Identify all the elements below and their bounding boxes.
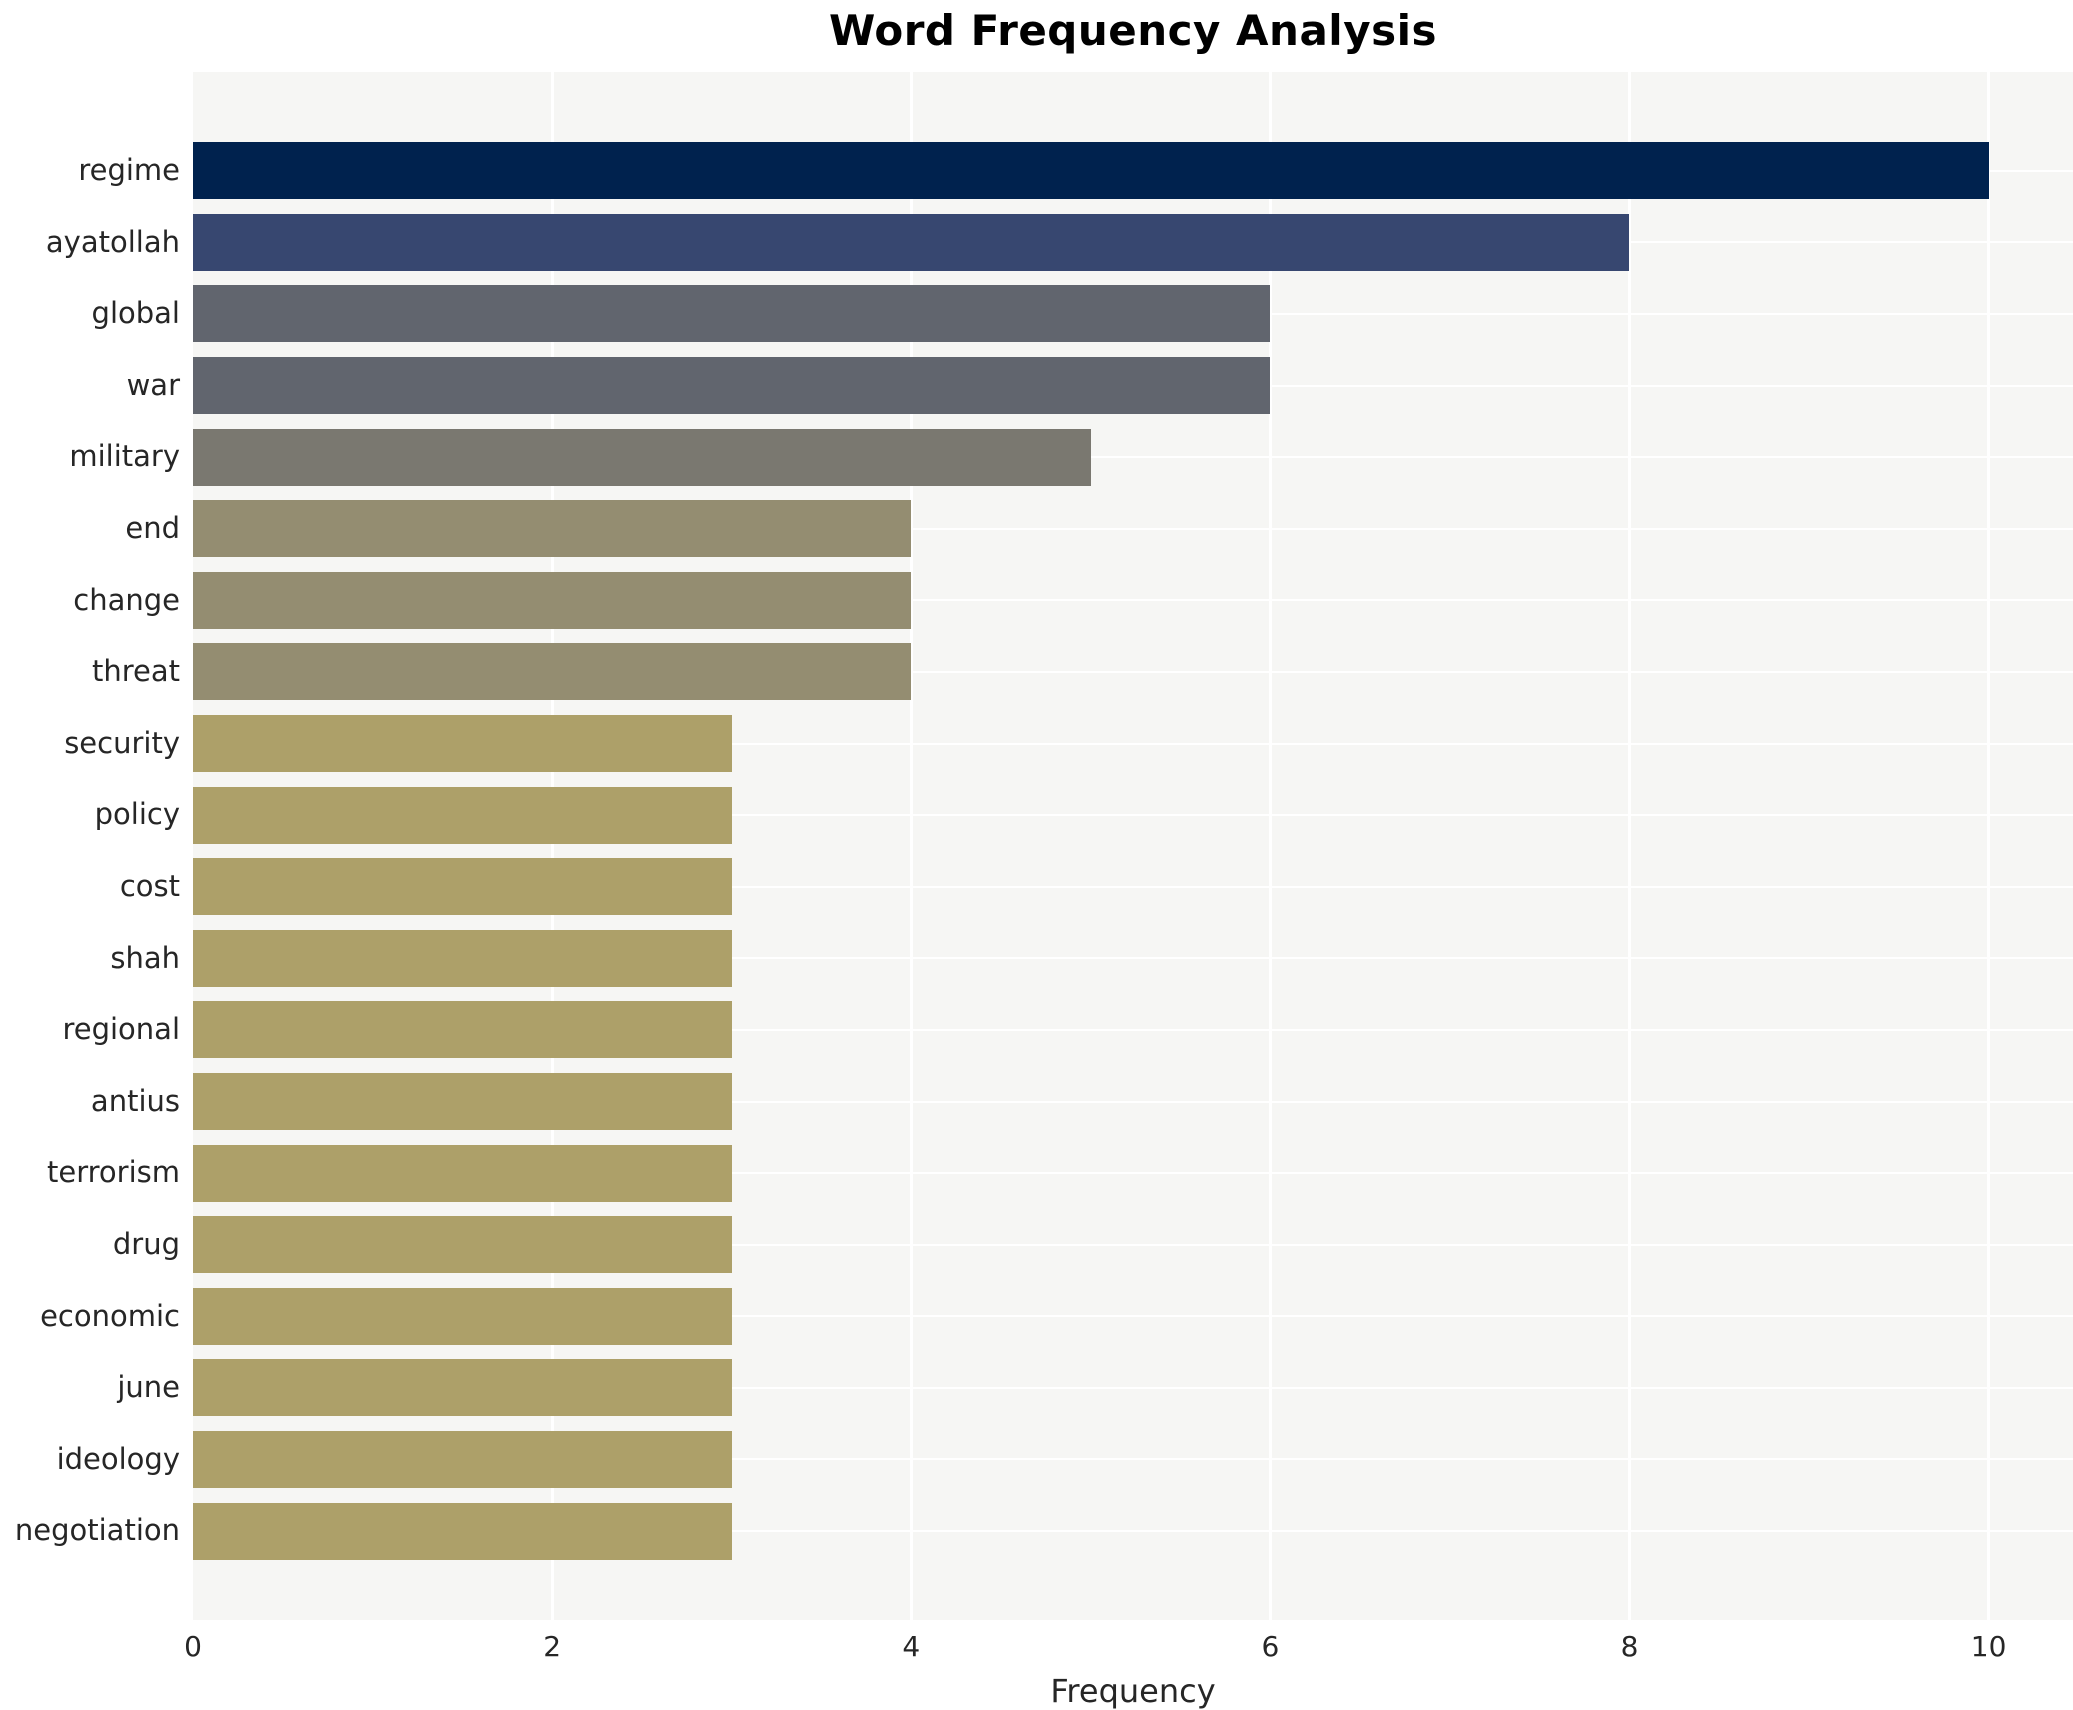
category-label: antius [90,1083,180,1118]
bar-security [193,715,732,773]
bar-row: threat [92,636,2073,708]
gridline-x-4 [909,72,913,1620]
gridline-x-2 [550,72,554,1620]
gridline-x-10 [1987,72,1991,1620]
bar-military [193,428,1091,486]
category-label: policy [94,797,180,832]
gridline-y [193,527,2073,530]
gridline-y [193,1243,2073,1246]
bar-row: ideology [57,1424,2073,1496]
bar-row: antius [91,1066,2073,1138]
bar-threat [193,643,912,701]
bar-row: ayatollah [46,207,2073,279]
bar-row: shah [110,923,2073,995]
gridline-y [193,1315,2073,1318]
vertical-gridlines [193,72,2073,1620]
x-tick-4: 4 [902,1630,921,1663]
bar-negotiation [193,1502,732,1560]
bar-row: security [64,708,2073,780]
bar-row: cost [120,851,2073,923]
bar-row: war [127,350,2073,422]
bar-row: terrorism [47,1137,2073,1209]
x-tick-6: 6 [1261,1630,1280,1663]
gridline-y [193,670,2073,673]
category-label: threat [91,654,180,689]
x-tick-0: 0 [184,1630,202,1663]
category-label: military [69,439,180,474]
gridline-y [193,1530,2073,1533]
x-tick-10: 10 [1970,1630,2007,1663]
gridline-x-8 [1627,72,1631,1620]
category-label: security [64,725,180,760]
category-label: economic [40,1298,180,1333]
gridline-x-6 [1268,72,1272,1620]
bar-rows: regime ayatollah global war military end chang… [15,135,2073,1567]
category-label: june [117,1370,180,1405]
category-label: ayatollah [45,224,180,259]
bar-ayatollah [193,213,1630,271]
bar-row: regime [78,135,2073,207]
gridline-y [193,957,2073,960]
bar-global [193,285,1271,343]
category-label: drug [112,1226,180,1261]
bar-regional [193,1001,732,1059]
bar-economic [193,1287,732,1345]
category-label: end [125,510,180,545]
bar-row: change [73,565,2073,637]
gridline-y [193,814,2073,817]
bar-shah [193,929,732,987]
bar-terrorism [193,1144,732,1202]
x-axis-label: Frequency [1050,1672,1216,1710]
bar-regime [193,142,1989,200]
chart-title: Word Frequency Analysis [829,6,1437,55]
bar-row: military [69,421,2073,493]
bar-row: end [125,493,2073,565]
gridline-y [193,885,2073,888]
bar-row: negotiation [15,1495,2073,1567]
bar-row: economic [40,1281,2073,1353]
bar-change [193,571,912,629]
category-label: change [73,582,180,617]
category-label: cost [119,868,180,903]
category-label: regime [78,153,180,187]
bar-june [193,1359,732,1417]
gridline-y [193,1386,2073,1389]
bar-end [193,500,912,558]
bar-policy [193,786,732,844]
gridline-y [193,1100,2073,1103]
bar-row: regional [62,994,2073,1066]
category-label: ideology [56,1441,180,1476]
bar-row: policy [95,779,2073,851]
x-tick-2: 2 [543,1630,562,1663]
category-label: global [91,296,180,331]
gridline-y [193,1172,2073,1175]
bar-antius [193,1073,732,1131]
category-label: shah [110,940,180,975]
bar-drug [193,1216,732,1274]
gridline-y [193,1028,2073,1031]
category-label: war [126,367,180,402]
x-tick-8: 8 [1620,1630,1639,1663]
category-label: regional [62,1012,180,1047]
bar-row: global [92,278,2073,350]
bar-war [193,357,1271,415]
gridline-y [193,456,2073,459]
category-label: terrorism [47,1155,180,1190]
bar-ideology [193,1430,732,1488]
bar-row: drug [113,1209,2073,1281]
x-axis: 0 2 4 6 8 10 [184,1630,2073,1670]
bar-row: june [117,1352,2073,1424]
category-label: negotiation [14,1513,180,1548]
bar-cost [193,858,732,916]
plot-area: regime ayatollah global war military end chang… [15,72,2073,1620]
gridline-y [193,1458,2073,1461]
gridline-y [193,599,2073,602]
gridline-y [193,742,2073,745]
